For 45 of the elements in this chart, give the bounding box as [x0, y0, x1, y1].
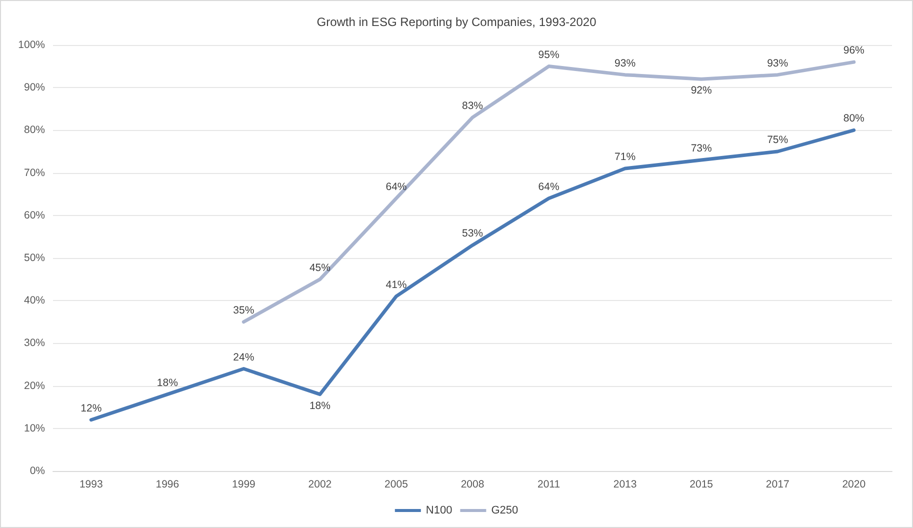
y-tick-label: 60%	[24, 209, 45, 222]
data-label: 18%	[309, 400, 330, 412]
data-label: 35%	[233, 304, 254, 316]
y-tick-label: 40%	[24, 294, 45, 307]
data-label: 71%	[614, 151, 636, 164]
x-tick-label: 1999	[232, 478, 256, 490]
data-label: 18%	[156, 376, 178, 389]
x-tick-label: 2015	[690, 478, 714, 490]
y-tick-label: 80%	[24, 124, 45, 136]
data-label: 93%	[614, 57, 636, 70]
legend-label: G250	[491, 504, 518, 516]
x-tick-label: 2008	[460, 478, 484, 490]
x-tick-label: 2013	[613, 478, 637, 490]
data-label: 95%	[538, 48, 560, 61]
chart-title: Growth in ESG Reporting by Companies, 1993-2020	[316, 15, 597, 29]
data-label: 92%	[690, 84, 712, 97]
x-tick-label: 2005	[384, 478, 408, 490]
data-label: 12%	[80, 402, 102, 414]
data-label: 73%	[690, 142, 712, 155]
y-tick-label: 20%	[24, 380, 45, 392]
data-label: 53%	[462, 228, 484, 240]
data-label: 64%	[386, 180, 407, 193]
x-tick-label: 2017	[766, 478, 790, 490]
data-label: 96%	[843, 44, 864, 57]
y-tick-label: 100%	[18, 39, 45, 51]
y-tick-label: 30%	[24, 337, 45, 350]
legend-label: N100	[426, 504, 452, 516]
x-tick-label: 1993	[79, 478, 103, 490]
y-tick-label: 90%	[24, 82, 45, 94]
x-tick-label: 2002	[308, 478, 332, 490]
data-label: 64%	[538, 180, 560, 193]
data-label: 93%	[767, 57, 788, 70]
x-tick-label: 2020	[842, 478, 866, 490]
data-label: 45%	[309, 262, 330, 274]
data-label: 80%	[843, 112, 864, 125]
y-tick-label: 50%	[24, 252, 45, 264]
data-label: 83%	[462, 100, 484, 112]
x-tick-label: 2011	[537, 478, 560, 490]
x-tick-label: 1996	[156, 478, 180, 490]
y-tick-label: 10%	[24, 422, 45, 434]
data-label: 41%	[386, 278, 407, 291]
data-label: 75%	[767, 134, 788, 146]
y-tick-label: 0%	[30, 465, 45, 477]
y-tick-label: 70%	[24, 166, 45, 179]
data-label: 24%	[233, 351, 254, 364]
